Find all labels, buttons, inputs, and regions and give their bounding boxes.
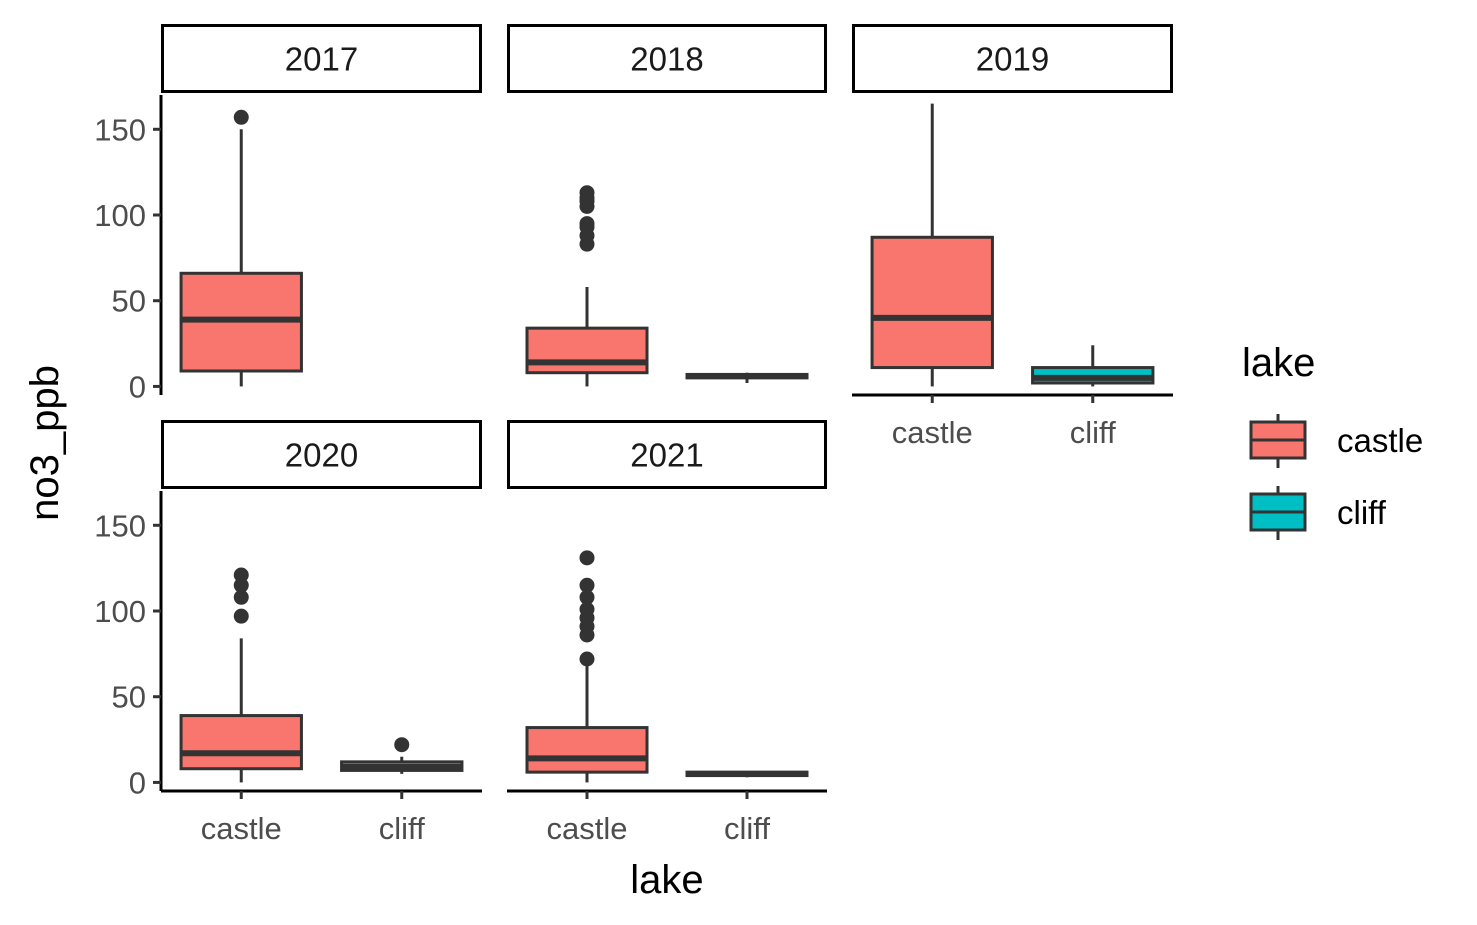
box-iqr <box>525 726 649 774</box>
facet-panel-2017: 2017 0 50 100 150 <box>94 24 482 404</box>
facet-panel-2018: 2018 <box>507 24 827 387</box>
facet-panel-2020: 2020 0 50 100 150 castle cliff <box>94 420 482 846</box>
x-tick-label: castle <box>201 811 282 846</box>
box-iqr <box>179 714 303 771</box>
box-cliff-2019 <box>1031 345 1155 387</box>
box-iqr <box>525 326 649 375</box>
legend-item-castle: castle <box>1249 414 1423 468</box>
box-iqr <box>870 235 994 370</box>
box-cliff-2021 <box>685 770 809 778</box>
x-tick-label: castle <box>892 415 973 450</box>
facet-panels: 2017 0 50 100 150 2018 2019 castle cliff 2020 0 50 1… <box>94 24 1173 846</box>
box-castle-2020 <box>179 567 303 783</box>
y-tick-label: 50 <box>112 680 146 715</box>
y-tick-label: 50 <box>112 284 146 319</box>
box-cliff-2020 <box>340 737 464 774</box>
outlier-point <box>233 109 249 125</box>
x-tick-label: castle <box>547 811 628 846</box>
outlier-point <box>233 589 249 605</box>
facet-strip-label: 2017 <box>285 41 358 78</box>
y-tick-label: 150 <box>94 508 146 543</box>
facet-panel-2019: 2019 castle cliff <box>852 24 1173 450</box>
y-tick-label: 100 <box>94 198 146 233</box>
outlier-point <box>579 589 595 605</box>
facet-strip <box>852 24 1173 93</box>
box-cliff-2018 <box>685 372 809 383</box>
x-tick-label: cliff <box>1070 415 1116 450</box>
y-axis-title: no3_ppb <box>23 365 67 521</box>
facet-strip-label: 2018 <box>630 41 703 78</box>
y-tick-label: 100 <box>94 594 146 629</box>
x-axis-title: lake <box>630 858 703 902</box>
facet-panel-2021: 2021 castle cliff <box>507 420 827 846</box>
outlier-point <box>579 216 595 232</box>
box-castle-2018 <box>525 185 649 387</box>
facet-strip <box>507 420 827 489</box>
facet-strip-label: 2020 <box>285 437 358 474</box>
x-tick-label: cliff <box>379 811 425 846</box>
legend: lake castle cliff <box>1242 341 1423 540</box>
axis-titles: lake no3_ppb <box>23 365 704 902</box>
box-castle-2021 <box>525 550 649 783</box>
box-castle-2019 <box>870 103 994 387</box>
legend-item-cliff: cliff <box>1249 486 1387 540</box>
facet-strip-label: 2021 <box>630 437 703 474</box>
facet-strip <box>507 24 827 93</box>
outlier-point <box>394 737 410 753</box>
outlier-point <box>579 651 595 667</box>
outlier-point <box>579 185 595 201</box>
outlier-point <box>579 601 595 617</box>
y-tick-label: 0 <box>129 765 146 800</box>
outlier-point <box>233 577 249 593</box>
outlier-point <box>579 577 595 593</box>
y-tick-label: 0 <box>129 369 146 404</box>
box-castle-2017 <box>179 109 303 387</box>
facet-strip <box>161 24 482 93</box>
outlier-point <box>579 550 595 566</box>
y-tick-label: 150 <box>94 112 146 147</box>
outlier-point <box>233 608 249 624</box>
legend-label: cliff <box>1337 494 1387 531</box>
facet-strip-label: 2019 <box>976 41 1049 78</box>
facet-strip <box>161 420 482 489</box>
x-tick-label: cliff <box>724 811 770 846</box>
outlier-point <box>233 567 249 583</box>
legend-title: lake <box>1242 341 1315 385</box>
legend-label: castle <box>1337 422 1423 459</box>
